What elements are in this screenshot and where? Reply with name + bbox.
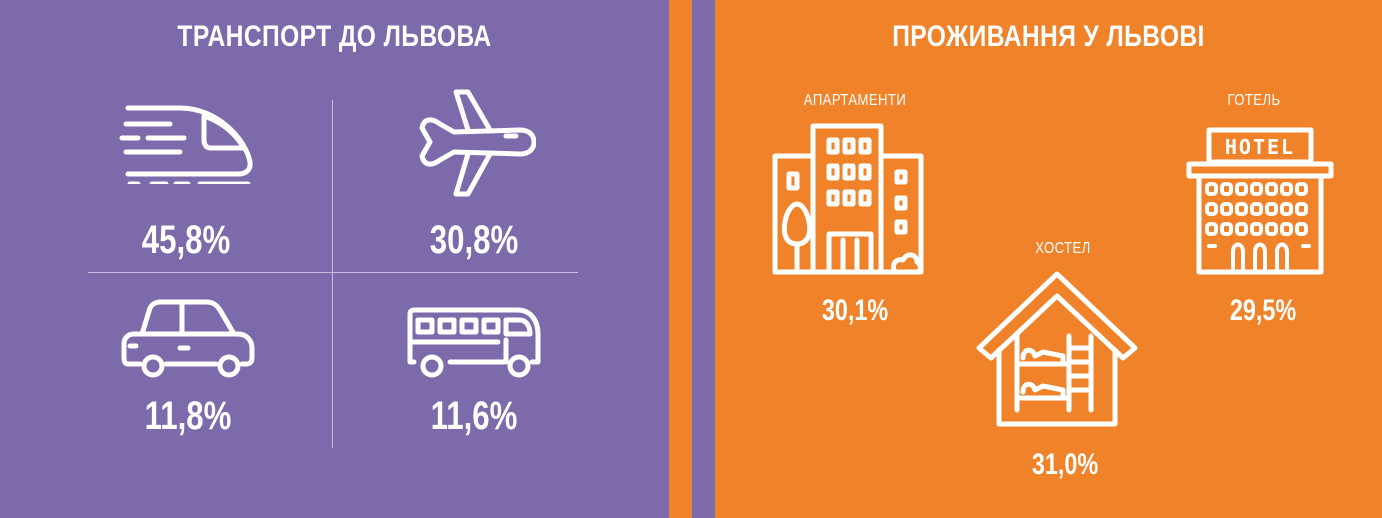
train-percentage: 45,8%	[141, 218, 231, 262]
apartments-label: АПАРТАМЕНТИ	[803, 92, 907, 109]
airplane-icon	[416, 84, 536, 200]
hostel-house-icon	[973, 268, 1141, 432]
hotel-percentage: 29,5%	[1229, 294, 1297, 327]
transport-title: ТРАНСПОРТ ДО ЛЬВОВА	[177, 20, 492, 53]
separator-strip-purple	[692, 0, 715, 518]
bus-percentage: 11,6%	[430, 394, 518, 438]
hotel-sign-text: HOTEL	[1224, 135, 1296, 159]
grid-divider-horizontal	[88, 272, 578, 273]
hotel-label: ГОТЕЛЬ	[1227, 92, 1281, 109]
hotel-building-icon: HOTEL	[1185, 126, 1335, 276]
hostel-percentage: 31,0%	[1031, 448, 1099, 481]
grid-divider-vertical	[332, 100, 333, 448]
accommodation-panel: ПРОЖИВАННЯ У ЛЬВОВІ АПАРТАМЕНТИ	[715, 0, 1382, 518]
car-icon	[120, 298, 256, 378]
accommodation-title: ПРОЖИВАННЯ У ЛЬВОВІ	[892, 20, 1205, 53]
car-percentage: 11,8%	[144, 394, 232, 438]
airplane-percentage: 30,8%	[429, 218, 519, 262]
hostel-label: ХОСТЕЛ	[1035, 240, 1091, 257]
transport-panel: ТРАНСПОРТ ДО ЛЬВОВА 45,8%	[0, 0, 669, 518]
train-icon	[118, 100, 256, 184]
bus-icon	[406, 306, 542, 380]
separator-strip-orange	[669, 0, 692, 518]
apartment-building-icon	[771, 122, 927, 278]
apartments-percentage: 30,1%	[821, 294, 889, 327]
